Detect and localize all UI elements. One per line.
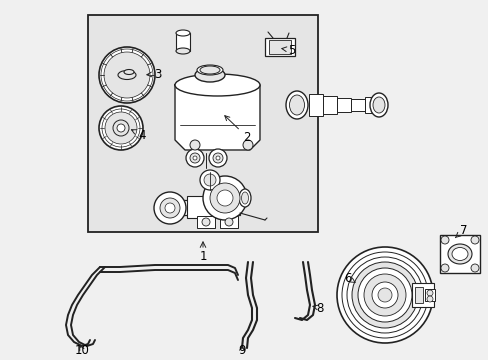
Circle shape [105,112,137,144]
Text: 1: 1 [199,249,206,262]
Circle shape [99,47,155,103]
Circle shape [208,149,226,167]
Circle shape [193,156,197,160]
Text: 10: 10 [74,343,89,356]
Circle shape [470,236,478,244]
Circle shape [363,274,405,316]
Circle shape [426,296,432,302]
Circle shape [113,120,129,136]
Bar [336,98,350,112]
Circle shape [203,176,246,220]
Circle shape [190,153,200,163]
Text: 6: 6 [344,271,354,284]
Circle shape [440,264,448,272]
Bar [88,15,317,232]
Bar [308,94,323,116]
Circle shape [164,203,175,213]
Bar [424,289,434,301]
Circle shape [217,190,232,206]
Bar [323,96,336,114]
Ellipse shape [289,95,304,115]
Text: 2: 2 [224,116,250,144]
Circle shape [190,140,200,150]
Ellipse shape [118,71,136,80]
Ellipse shape [239,189,250,207]
Bar [176,33,190,51]
Ellipse shape [447,244,471,264]
Circle shape [371,282,397,308]
Circle shape [213,153,223,163]
Circle shape [160,198,180,218]
Ellipse shape [200,66,220,74]
Ellipse shape [285,91,307,119]
Ellipse shape [241,192,248,204]
Bar [268,40,290,54]
Bar [411,283,433,307]
Circle shape [377,288,391,302]
Bar [264,38,294,56]
Circle shape [200,170,220,190]
Ellipse shape [176,48,190,54]
Circle shape [426,290,432,296]
Circle shape [243,140,252,150]
Bar [186,196,237,218]
Bar [170,200,240,215]
Bar [350,99,364,111]
Circle shape [185,149,203,167]
Ellipse shape [175,74,260,96]
Circle shape [202,218,209,226]
Circle shape [216,156,220,160]
Text: 4: 4 [131,129,145,141]
Circle shape [99,106,142,150]
Ellipse shape [369,93,387,117]
Text: 8: 8 [312,302,323,315]
Ellipse shape [197,65,223,75]
Bar [439,235,479,273]
Ellipse shape [372,97,384,113]
Polygon shape [175,85,260,150]
Circle shape [470,264,478,272]
Circle shape [351,262,417,328]
Ellipse shape [195,68,224,82]
Circle shape [209,183,240,213]
Bar [364,97,378,113]
Circle shape [203,174,216,186]
Circle shape [440,236,448,244]
Bar [197,216,215,228]
Text: 9: 9 [238,343,245,356]
Bar [414,287,422,303]
Ellipse shape [451,248,467,261]
Bar [220,216,238,228]
Text: 7: 7 [454,224,467,238]
Text: 3: 3 [146,68,162,81]
Circle shape [357,268,411,322]
Circle shape [154,192,185,224]
Ellipse shape [176,30,190,36]
Circle shape [117,124,125,132]
Circle shape [336,247,432,343]
Text: 5: 5 [281,44,295,57]
Circle shape [104,52,150,98]
Circle shape [224,218,232,226]
Ellipse shape [124,69,134,75]
